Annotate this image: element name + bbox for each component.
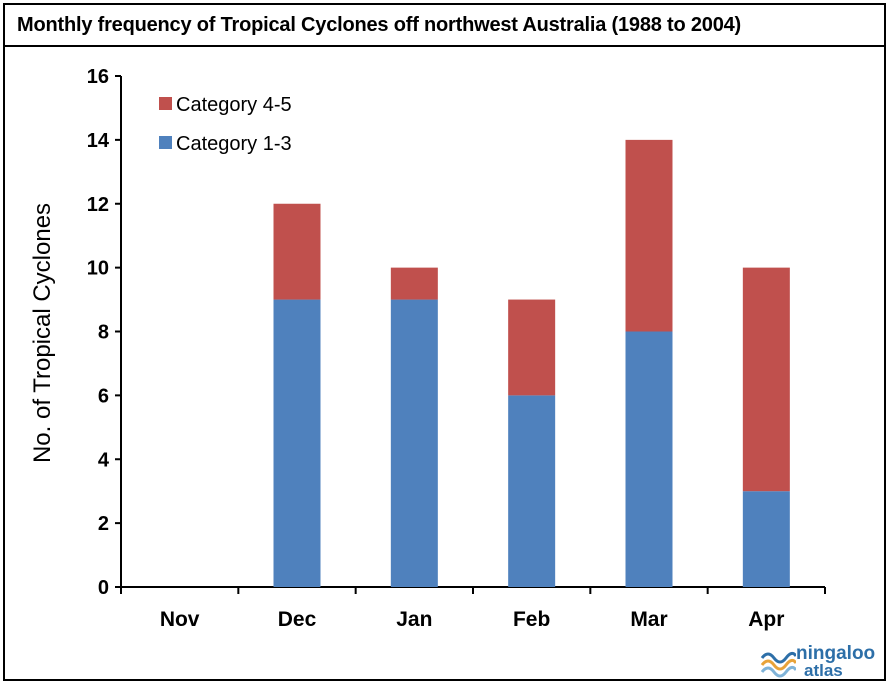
y-tick-label: 4 — [98, 449, 110, 471]
bar-category-4-5-mar — [625, 139, 673, 332]
wave-icon — [760, 651, 796, 678]
y-tick-label: 16 — [87, 66, 109, 88]
y-axis-label: No. of Tropical Cyclones — [29, 203, 56, 463]
y-tick-label: 12 — [87, 194, 109, 216]
x-tick-label: Apr — [748, 608, 784, 631]
chart-frame: Monthly frequency of Tropical Cyclones o… — [3, 3, 886, 681]
bar-category-1-3-dec — [273, 299, 321, 587]
legend-label: Category 4-5 — [176, 94, 292, 116]
bar-category-1-3-apr — [742, 491, 790, 587]
logo-word-ningaloo: ningaloo — [796, 643, 876, 664]
y-tick-label: 8 — [98, 322, 109, 344]
y-tick-label: 14 — [87, 130, 110, 152]
bar-category-4-5-jan — [390, 267, 438, 300]
y-tick-label: 6 — [98, 385, 109, 407]
legend: Category 4-5 Category 1-3 — [159, 94, 292, 155]
bar-category-1-3-jan — [390, 299, 438, 587]
legend-swatch — [159, 136, 172, 149]
axes: 0 2 4 6 8 10 12 14 16 Nov Dec Jan Feb Mar Apr — [87, 66, 826, 631]
logo-word-atlas: atlas — [804, 661, 843, 680]
x-tick-label: Nov — [160, 608, 200, 631]
ningaloo-atlas-logo: ningaloo atlas — [760, 640, 878, 680]
x-tick-label: Dec — [278, 608, 317, 631]
x-tick-label: Feb — [513, 608, 550, 631]
y-tick-label: 0 — [98, 577, 109, 599]
x-tick-label: Jan — [396, 608, 432, 631]
bars — [273, 139, 790, 587]
bar-category-4-5-feb — [508, 299, 556, 396]
y-tick-label: 10 — [87, 258, 109, 280]
bar-category-1-3-feb — [508, 395, 556, 587]
title-bar: Monthly frequency of Tropical Cyclones o… — [5, 5, 884, 47]
legend-swatch — [159, 97, 172, 110]
x-tick-label: Mar — [630, 608, 667, 631]
y-tick-label: 2 — [98, 513, 109, 535]
bar-category-1-3-mar — [625, 331, 673, 587]
chart-title: Monthly frequency of Tropical Cyclones o… — [17, 14, 742, 36]
bar-category-4-5-dec — [273, 203, 321, 300]
legend-label: Category 1-3 — [176, 133, 292, 155]
bar-category-4-5-apr — [742, 267, 790, 492]
